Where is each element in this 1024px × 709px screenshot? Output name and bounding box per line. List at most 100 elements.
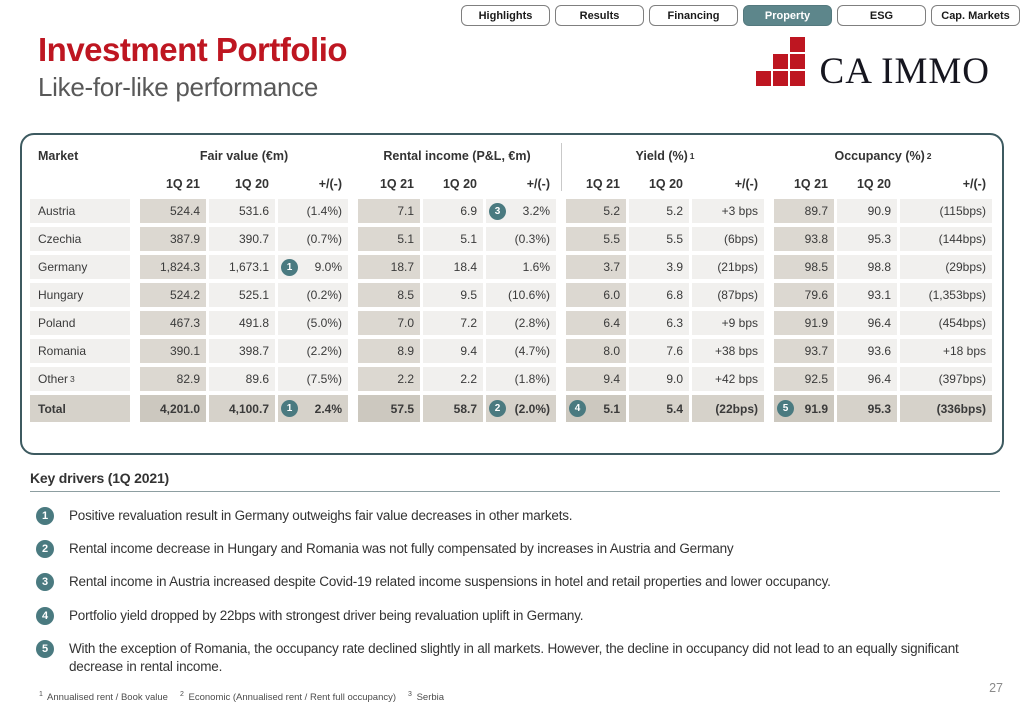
- value-cell: 18.4: [423, 255, 483, 279]
- cell-value: 4,201.0: [159, 401, 200, 416]
- value-cell: 89.6: [209, 367, 275, 391]
- driver-number-badge: 2: [36, 540, 54, 559]
- performance-table: Market Fair value (€m) Rental income (P&L,…: [20, 133, 1004, 455]
- driver-number-badge: 4: [36, 606, 54, 625]
- cell-value: 6.3: [666, 316, 683, 330]
- logo-text: CA IMMO: [819, 51, 990, 92]
- cell-value: 18.4: [453, 260, 477, 274]
- value-cell: 57.5: [358, 395, 420, 422]
- cell-value: 9.4: [603, 372, 620, 386]
- driver-item: 4 Portfolio yield dropped by 22bps with s…: [30, 606, 1000, 625]
- value-cell: 93.7: [774, 339, 834, 363]
- market-cell: Czechia: [30, 227, 130, 251]
- value-cell: 5 91.9: [774, 395, 834, 422]
- value-cell: (144bps): [900, 227, 992, 251]
- cell-value: (1.4%): [306, 204, 342, 218]
- value-cell: 387.9: [140, 227, 206, 251]
- cell-value: 491.8: [238, 316, 269, 330]
- group-header: Rental income (P&L, €m): [383, 149, 531, 163]
- period-header: 1Q 20: [648, 177, 683, 191]
- value-cell: 93.1: [837, 283, 897, 307]
- value-cell: 7.1: [358, 199, 420, 223]
- cell-value: (0.2%): [306, 288, 342, 302]
- value-cell: +3 bps: [692, 199, 764, 223]
- value-cell: 2 (2.0%): [486, 395, 556, 422]
- cell-value: +3 bps: [721, 204, 758, 218]
- cell-value: 89.6: [245, 372, 269, 386]
- tab-results[interactable]: Results: [555, 5, 644, 26]
- group-header: Fair value (€m): [199, 149, 289, 163]
- cell-value: 95.3: [867, 232, 891, 246]
- cell-value: 387.9: [169, 232, 200, 246]
- value-cell: (115bps): [900, 199, 992, 223]
- cell-value: (21bps): [717, 260, 758, 274]
- driver-text: Rental income in Austria increased despi…: [69, 574, 831, 590]
- logo-squares-icon: [755, 37, 805, 86]
- cell-value: (0.7%): [306, 232, 342, 246]
- cell-value: 390.1: [169, 344, 200, 358]
- value-cell: (0.3%): [486, 227, 556, 251]
- driver-number-badge: 5: [36, 639, 54, 658]
- market-cell: Poland: [30, 311, 130, 335]
- value-cell: 98.8: [837, 255, 897, 279]
- cell-value: (10.6%): [507, 288, 550, 302]
- cell-value: 3.9: [666, 260, 683, 274]
- value-cell: 95.3: [837, 227, 897, 251]
- page-title: Investment Portfolio: [38, 31, 348, 68]
- driver-item: 1 Positive revaluation result in Germany …: [30, 507, 1000, 525]
- value-cell: 79.6: [774, 283, 834, 307]
- tab-cap-markets[interactable]: Cap. Markets: [931, 5, 1020, 26]
- value-cell: 18.7: [358, 255, 420, 279]
- value-cell: 390.1: [140, 339, 206, 363]
- value-cell: 9.5: [423, 283, 483, 307]
- value-cell: 7.6: [629, 339, 689, 363]
- cell-value: 96.4: [867, 316, 891, 330]
- cell-value: 96.4: [867, 372, 891, 386]
- period-header: +/(-): [526, 177, 550, 191]
- value-cell: +38 bps: [692, 339, 764, 363]
- cell-value: (87bps): [717, 288, 758, 302]
- tab-financing[interactable]: Financing: [649, 5, 738, 26]
- cell-value: 1,824.3: [159, 260, 200, 274]
- driver-item: 3 Rental income in Austria increased desp…: [30, 573, 1000, 592]
- cell-value: 390.7: [238, 232, 269, 246]
- cell-value: 4,100.7: [228, 401, 269, 416]
- value-cell: +42 bps: [692, 367, 764, 391]
- value-cell: 93.8: [774, 227, 834, 251]
- title-block: Investment Portfolio Like-for-like perfo…: [38, 31, 348, 103]
- value-cell: (22bps): [692, 395, 764, 422]
- value-cell: (1,353bps): [900, 283, 992, 307]
- value-cell: 6.3: [629, 311, 689, 335]
- footnotes: 1 Annualised rent / Book value 2 Economic…: [37, 691, 454, 703]
- cell-value: 1,673.1: [228, 260, 269, 274]
- tab-esg[interactable]: ESG: [837, 5, 926, 26]
- note-badge: 4: [569, 400, 586, 417]
- table-header-periods: 1Q 21 1Q 20 +/(-) 1Q 21 1Q 20 +/(-) 1Q 21 1Q 20…: [30, 173, 994, 195]
- value-cell: (454bps): [900, 311, 992, 335]
- cell-value: 2.2: [460, 372, 477, 386]
- value-cell: 6.8: [629, 283, 689, 307]
- tab-property[interactable]: Property: [743, 5, 832, 26]
- cell-value: (6bps): [723, 232, 758, 246]
- table-row: Hungary 524.2 525.1 (0.2%) 8.5 9.5 (10.6%) 6.0 6…: [30, 283, 994, 307]
- cell-value: (0.3%): [514, 232, 550, 246]
- driver-number-badge: 1: [36, 507, 54, 525]
- cell-value: 9.0: [666, 372, 683, 386]
- cell-value: 2.2: [397, 372, 414, 386]
- value-cell: 8.5: [358, 283, 420, 307]
- cell-value: 57.5: [390, 401, 414, 416]
- value-cell: 98.5: [774, 255, 834, 279]
- cell-value: 524.4: [169, 204, 200, 218]
- cell-value: (2.8%): [514, 316, 550, 330]
- tab-highlights[interactable]: Highlights: [461, 5, 550, 26]
- note-badge: 1: [281, 258, 298, 276]
- value-cell: (0.7%): [278, 227, 348, 251]
- value-cell: 82.9: [140, 367, 206, 391]
- key-drivers-title: Key drivers (1Q 2021): [30, 470, 1000, 492]
- value-cell: (0.2%): [278, 283, 348, 307]
- value-cell: 4 5.1: [566, 395, 626, 422]
- value-cell: 91.9: [774, 311, 834, 335]
- cell-value: 8.9: [397, 344, 414, 358]
- note-badge: 3: [489, 202, 506, 220]
- cell-value: 2.4%: [314, 401, 342, 416]
